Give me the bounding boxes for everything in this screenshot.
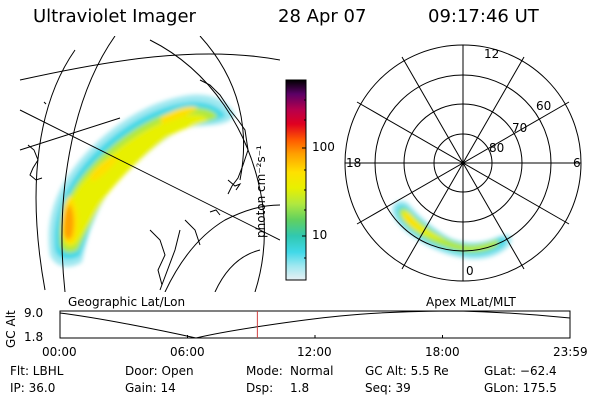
alt-x-tick-0000: 00:00 [42,345,77,359]
polar-grid [344,44,582,282]
observation-date: 28 Apr 07 [278,6,367,27]
mlt-label-18: 18 [346,156,362,170]
info-door: Door: Open [125,364,194,378]
mlt-label-12: 12 [484,47,500,61]
coastlines [27,79,249,286]
aurora-geographic [48,94,235,267]
info-glat: GLat: −62.4 [484,364,557,378]
alt-x-tick-1200: 12:00 [297,345,332,359]
alt-y-label: GC Alt [4,310,18,348]
aurora-apex [392,200,512,260]
info-gc-alt: GC Alt: 5.5 Re [365,364,449,378]
left-panel-label: Geographic Lat/Lon [68,295,186,309]
mlat-label-80: 80 [489,141,505,155]
info-gain: Gain: 14 [125,381,176,395]
colorbar [285,79,307,281]
altitude-plot-frame [59,310,571,339]
colorbar-tick-10: 10 [312,228,328,242]
colorbar-ticks [302,99,306,259]
alt-x-tick-0600: 06:00 [170,345,205,359]
right-panel-label: Apex MLat/MLT [426,295,516,309]
colorbar-unit-label: photon cm⁻²s⁻¹ [254,145,268,238]
geo-grid-lines [19,36,280,292]
alt-x-tick-2359: 23:59 [553,345,588,359]
alt-y-tick-max: 9.0 [24,306,44,320]
alt-y-tick-min: 1.8 [24,330,44,344]
mlat-label-70: 70 [512,121,528,135]
info-glon: GLon: 175.5 [484,381,557,395]
alt-x-tick-1800: 18:00 [425,345,460,359]
info-filter: Flt: LBHL [10,364,64,378]
info-dsp-label: Dsp: [246,381,274,395]
altitude-plot [59,310,571,339]
info-ip: IP: 36.0 [10,381,56,395]
altitude-curve [59,310,571,339]
info-seq: Seq: 39 [365,381,411,395]
info-mode-label: Mode: [246,364,283,378]
altitude-x-ticks [59,335,571,338]
info-mode-value: Normal [290,364,334,378]
info-dsp-value: 1.8 [290,381,310,395]
mlt-label-0: 0 [466,264,474,278]
mlat-label-60: 60 [536,99,552,113]
geographic-map [19,36,280,292]
colorbar-tick-100: 100 [312,140,335,154]
instrument-title: Ultraviolet Imager [33,6,196,27]
observation-time: 09:17:46 UT [428,6,539,27]
mlt-label-6: 6 [573,156,581,170]
polar-plot [344,44,582,282]
